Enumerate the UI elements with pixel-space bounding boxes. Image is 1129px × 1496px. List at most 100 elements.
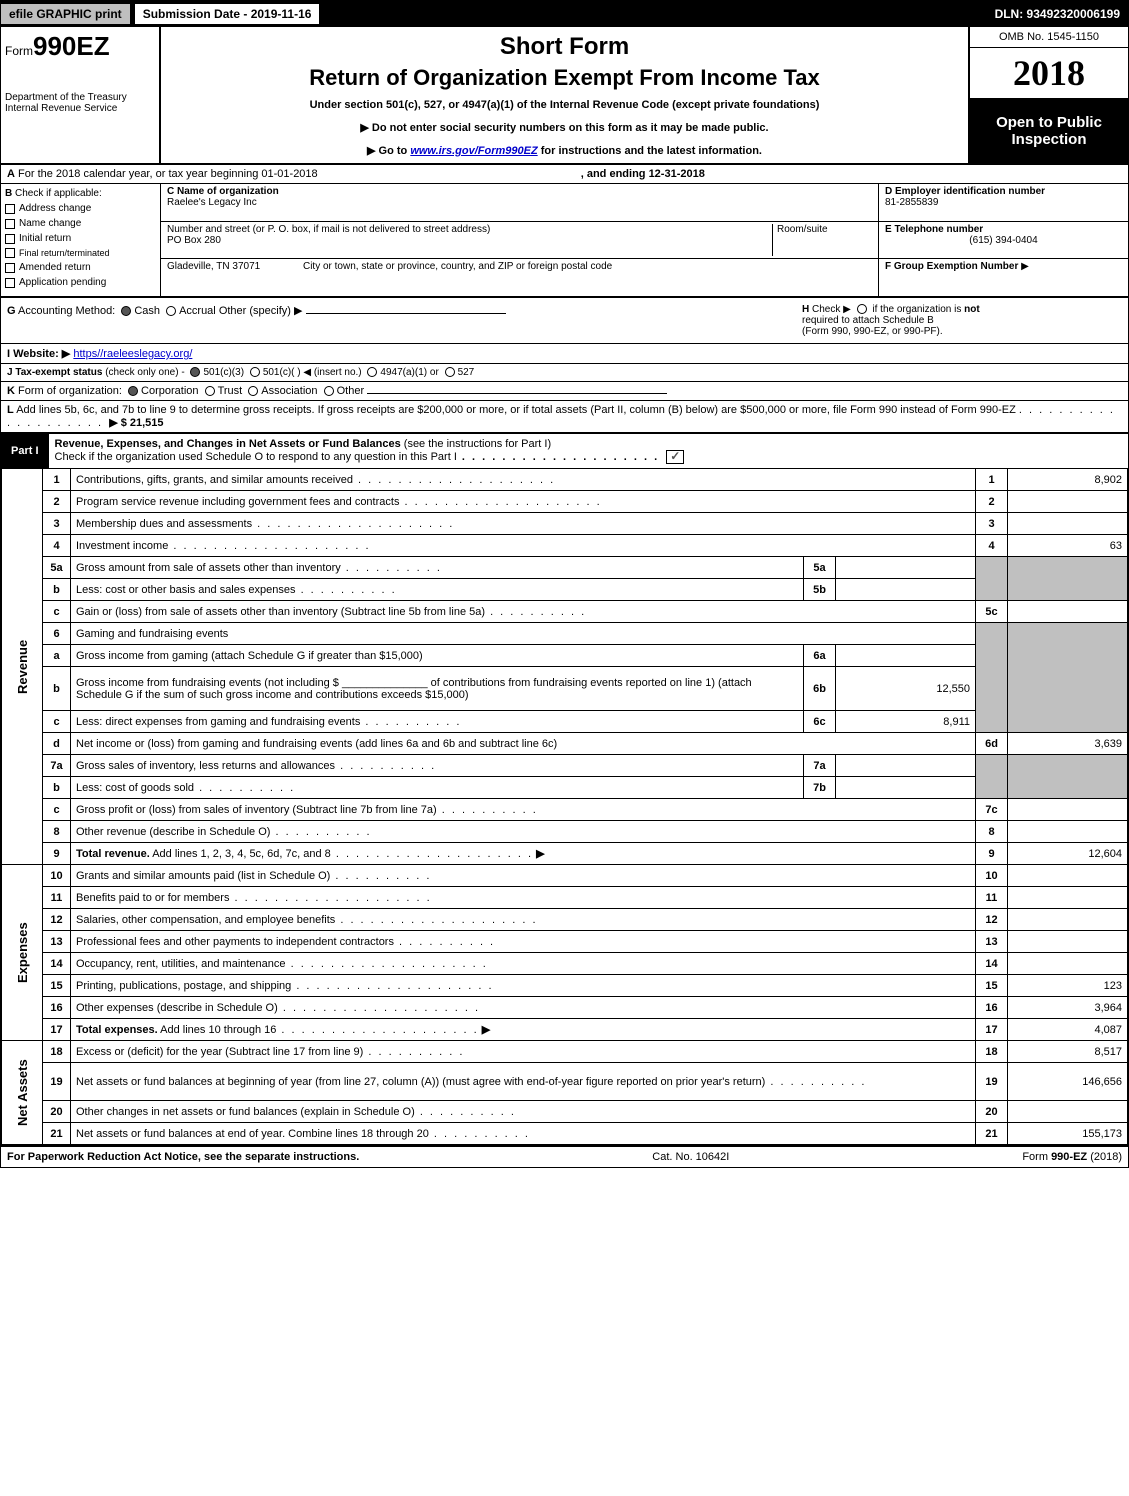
line-7b-midval: [836, 777, 976, 799]
l-text: Add lines 5b, 6c, and 7b to line 9 to de…: [16, 404, 1016, 416]
line-18-num: 18: [43, 1041, 71, 1063]
line-7b-mid: 7b: [804, 777, 836, 799]
chk-name-change[interactable]: Name change: [5, 218, 156, 229]
entity-block: B Check if applicable: Address change Na…: [1, 184, 1128, 298]
d-label: D Employer identification number: [885, 186, 1045, 197]
website-label: I Website: ▶: [7, 348, 70, 360]
line-19-val: 146,656: [1008, 1063, 1128, 1101]
address-cell: Number and street (or P. O. box, if mail…: [161, 222, 878, 260]
note-goto: ▶ Go to www.irs.gov/Form990EZ for instru…: [167, 144, 962, 157]
line-6b-mid: 6b: [804, 667, 836, 711]
website-link[interactable]: https//raeleeslegacy.org/: [73, 348, 192, 360]
line-7a-num: 7a: [43, 755, 71, 777]
checkbox-icon[interactable]: [5, 234, 15, 244]
line-5ab-greybox: [976, 557, 1008, 601]
line-5c-desc: Gain or (loss) from sale of assets other…: [71, 601, 976, 623]
header-left: Form990EZ Department of the Treasury Int…: [1, 27, 161, 163]
e-label: E Telephone number: [885, 224, 983, 235]
h-check: H Check ▶ if the organization is not req…: [802, 304, 1122, 337]
other-org-line[interactable]: [367, 393, 667, 394]
header-center: Short Form Return of Organization Exempt…: [161, 27, 968, 163]
cat-no: Cat. No. 10642I: [652, 1151, 729, 1163]
radio-527[interactable]: [445, 367, 455, 377]
line-8-val: [1008, 821, 1128, 843]
entity-right: D Employer identification number 81-2855…: [878, 184, 1128, 296]
line-2-desc: Program service revenue including govern…: [71, 491, 976, 513]
irs-link[interactable]: www.irs.gov/Form990EZ: [410, 145, 537, 157]
line-19-desc: Net assets or fund balances at beginning…: [71, 1063, 976, 1101]
line-21-desc: Net assets or fund balances at end of ye…: [71, 1123, 976, 1145]
line-18-box: 18: [976, 1041, 1008, 1063]
part1-header: Part I Revenue, Expenses, and Changes in…: [1, 433, 1128, 468]
checkbox-icon[interactable]: [5, 204, 15, 214]
checkbox-icon[interactable]: [5, 263, 15, 273]
chk-address-change[interactable]: Address change: [5, 203, 156, 214]
line-14-box: 14: [976, 953, 1008, 975]
line-6-greybox: [976, 623, 1008, 733]
radio-4947[interactable]: [367, 367, 377, 377]
form-ref: Form 990-EZ (2018): [1022, 1151, 1122, 1163]
line-6-num: 6: [43, 623, 71, 645]
radio-association[interactable]: [248, 386, 258, 396]
radio-other[interactable]: [324, 386, 334, 396]
line-7ab-greybox: [976, 755, 1008, 799]
radio-trust[interactable]: [205, 386, 215, 396]
radio-h[interactable]: [857, 304, 867, 314]
org-name-cell: C Name of organization Raelee's Legacy I…: [161, 184, 878, 222]
line-4-desc: Investment income: [71, 535, 976, 557]
line-5c-box: 5c: [976, 601, 1008, 623]
line-11-box: 11: [976, 887, 1008, 909]
checkbox-icon[interactable]: [5, 219, 15, 229]
radio-501c3[interactable]: [190, 367, 200, 377]
other-specify-line[interactable]: [306, 313, 506, 314]
line-5a-midval: [836, 557, 976, 579]
line-6a-midval: [836, 645, 976, 667]
line-14-desc: Occupancy, rent, utilities, and maintena…: [71, 953, 976, 975]
line-15-box: 15: [976, 975, 1008, 997]
h-text4: (Form 990, 990-EZ, or 990-PF).: [802, 326, 943, 337]
row-a-text: For the 2018 calendar year, or tax year …: [18, 168, 318, 180]
l-amount: ▶ $ 21,515: [109, 417, 163, 429]
city-cell: Gladeville, TN 37071 City or town, state…: [161, 259, 878, 296]
line-19-box: 19: [976, 1063, 1008, 1101]
chk-final-return[interactable]: Final return/terminated: [5, 248, 156, 258]
line-12-box: 12: [976, 909, 1008, 931]
line-14-val: [1008, 953, 1128, 975]
line-9-box: 9: [976, 843, 1008, 865]
line-12-num: 12: [43, 909, 71, 931]
expenses-side-label: Expenses: [2, 865, 43, 1041]
line-2-box: 2: [976, 491, 1008, 513]
radio-corporation[interactable]: [128, 386, 138, 396]
chk-amended-return[interactable]: Amended return: [5, 262, 156, 273]
c-label: C Name of organization: [167, 186, 279, 197]
line-10-desc: Grants and similar amounts paid (list in…: [71, 865, 976, 887]
chk-application-pending[interactable]: Application pending: [5, 277, 156, 288]
line-6c-desc: Less: direct expenses from gaming and fu…: [71, 711, 804, 733]
j-label: J Tax-exempt status: [7, 367, 102, 378]
part1-label: Part I: [1, 441, 49, 461]
row-k: K Form of organization: Corporation Trus…: [1, 382, 1128, 401]
chk-initial-return[interactable]: Initial return: [5, 233, 156, 244]
efile-print-button[interactable]: efile GRAPHIC print: [1, 4, 132, 24]
line-13-val: [1008, 931, 1128, 953]
line-14-num: 14: [43, 953, 71, 975]
line-5ab-greyval: [1008, 557, 1128, 601]
line-6d-val: 3,639: [1008, 733, 1128, 755]
checkbox-icon[interactable]: [5, 248, 15, 258]
line-16-desc: Other expenses (describe in Schedule O): [71, 997, 976, 1019]
k-text: Form of organization:: [18, 385, 122, 397]
schedule-o-checkbox[interactable]: [666, 450, 684, 464]
header-right: OMB No. 1545-1150 2018 Open to Public In…: [968, 27, 1128, 163]
note-ssn: ▶ Do not enter social security numbers o…: [167, 121, 962, 134]
dln: DLN: 93492320006199: [987, 4, 1128, 24]
line-6c-num: c: [43, 711, 71, 733]
line-6-desc: Gaming and fundraising events: [71, 623, 976, 645]
row-g-h: G Accounting Method: Cash Accrual Other …: [1, 298, 1128, 344]
radio-accrual[interactable]: [166, 306, 176, 316]
line-20-val: [1008, 1101, 1128, 1123]
checkbox-icon[interactable]: [5, 278, 15, 288]
note-goto-pre: ▶ Go to: [367, 145, 410, 157]
radio-cash[interactable]: [121, 306, 131, 316]
radio-501c[interactable]: [250, 367, 260, 377]
form-page: efile GRAPHIC print Submission Date - 20…: [0, 0, 1129, 1168]
